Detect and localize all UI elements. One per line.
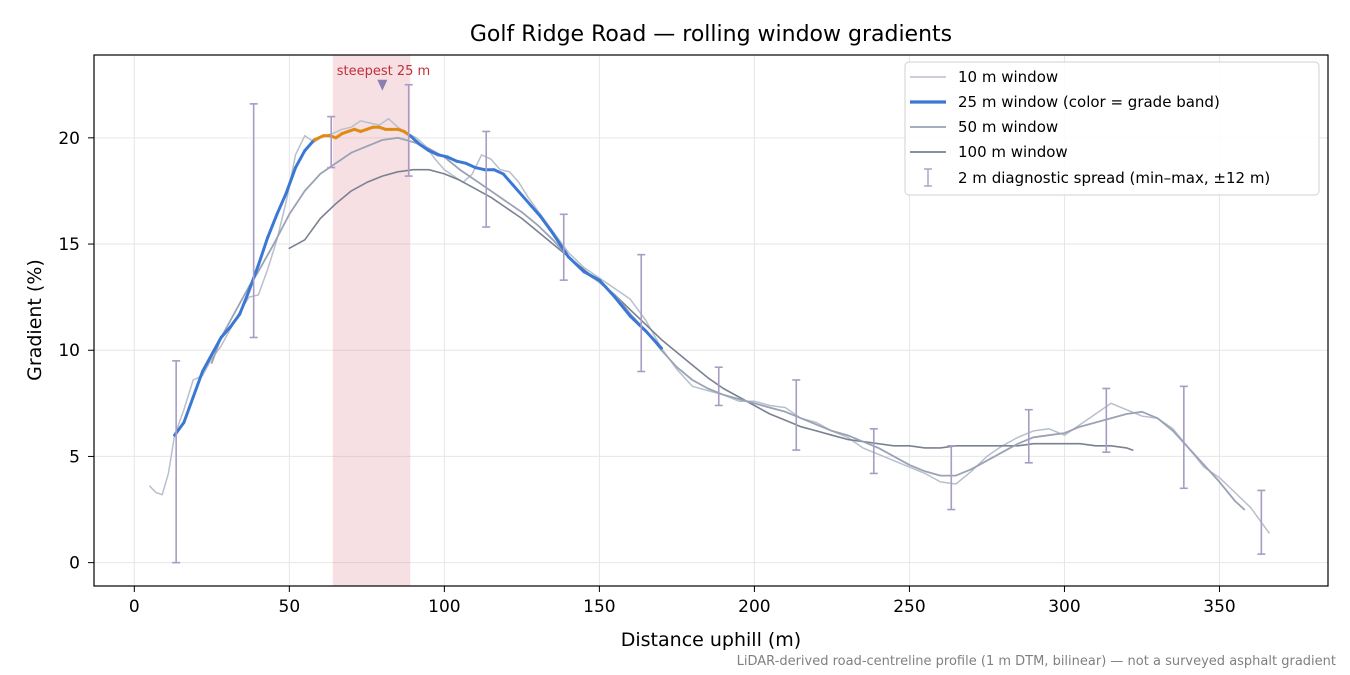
series-line-25m-segment <box>256 236 270 267</box>
y-tick-label: 10 <box>58 341 80 361</box>
y-tick-label: 15 <box>58 235 80 255</box>
error-bars <box>172 83 1266 564</box>
steepest-label: steepest 25 m <box>337 64 430 79</box>
error-bar <box>327 115 336 169</box>
error-bar <box>714 366 723 407</box>
series-line-25m-segment <box>644 329 663 350</box>
legend-label-10m: 10 m window <box>958 68 1058 86</box>
error-bar <box>1257 489 1266 555</box>
series-line-25m-segment <box>228 312 242 329</box>
legend-swatch-errorbar <box>924 168 932 187</box>
error-bar <box>404 83 413 177</box>
series-line-25m-segment <box>294 149 307 170</box>
steepest-highlight: steepest 25 m <box>332 55 430 586</box>
y-tick-label: 20 <box>58 129 80 149</box>
series-line-25m-segment <box>464 161 477 170</box>
error-bar <box>172 360 181 564</box>
series-line-25m-segment <box>427 149 440 157</box>
series-line-25m-segment <box>191 369 205 399</box>
series-line-25m-segment <box>511 183 524 197</box>
legend-label-100m: 100 m window <box>958 143 1068 161</box>
series-line-25m-segment <box>445 155 459 163</box>
plot-frame <box>93 54 1329 587</box>
series-line-25m-segment <box>566 255 586 274</box>
error-bar <box>947 445 956 511</box>
legend: 10 m window 25 m window (color = grade b… <box>904 61 1320 196</box>
series-line-25m-segment <box>492 168 505 176</box>
series-line-25m-segment <box>529 204 542 218</box>
x-tick-label: 250 <box>893 597 925 617</box>
error-bar <box>1102 387 1111 453</box>
series-line-25m-segment <box>303 138 316 153</box>
error-bar <box>637 253 646 373</box>
y-tick-label: 0 <box>69 554 80 574</box>
series-line-25m-segment <box>455 159 468 165</box>
legend-label-25m: 25 m window (color = grade band) <box>958 93 1220 111</box>
legend-label-50m: 50 m window <box>958 118 1058 136</box>
series-line-25m-segment <box>597 278 617 299</box>
x-tick-label: 0 <box>129 597 140 617</box>
error-bar <box>249 103 258 339</box>
series-line-25m-segment <box>275 191 288 216</box>
x-axis-label: Distance uphill (m) <box>621 629 801 651</box>
y-axis-label: Gradient (%) <box>24 259 46 381</box>
series-line-25m-segment <box>436 153 449 159</box>
series-line-25m-segment <box>538 214 555 235</box>
series-line-25m-segment <box>501 172 515 187</box>
series-line-25m-segment <box>551 231 570 259</box>
series-line-25m-segment <box>210 335 223 356</box>
x-tick-label: 100 <box>428 597 460 617</box>
error-bar <box>869 428 878 475</box>
series-line-25m-segment <box>219 325 232 339</box>
x-tick-label: 200 <box>738 597 770 617</box>
series-line-50-m <box>210 136 1246 511</box>
error-bar <box>1024 408 1033 464</box>
series-line-25m-segment <box>628 314 648 333</box>
legend-box <box>904 61 1320 196</box>
series-line-25m-segment <box>613 295 632 318</box>
x-tick-label: 350 <box>1203 597 1235 617</box>
steepest-marker <box>377 79 388 91</box>
series-line-100-m <box>288 168 1134 451</box>
series-line-25m-segment <box>408 134 422 146</box>
series-line-25m-segment <box>418 142 431 153</box>
x-tick-label: 50 <box>279 597 301 617</box>
series-line-25m-segment <box>582 270 601 282</box>
x-tick-label: 300 <box>1048 597 1080 617</box>
series-line-25m-segment <box>284 166 298 195</box>
axis-ticks: 0 50 100 150 200 250 300 350 0 5 10 15 20 <box>58 129 1235 617</box>
footnote: LiDAR-derived road-centreline profile (1… <box>737 654 1336 669</box>
error-bar <box>1179 385 1188 490</box>
x-tick-label: 150 <box>583 597 615 617</box>
series-line-25m-segment <box>520 193 533 208</box>
series-line-25m-segment <box>312 134 325 142</box>
series-line-25m-segment <box>473 166 487 172</box>
y-tick-label: 5 <box>69 447 80 467</box>
error-bar <box>482 130 491 228</box>
series-line-25m-segment <box>266 212 279 240</box>
series-line-25m-segment <box>201 352 214 373</box>
series-line-25m-segment <box>238 289 251 316</box>
steepest-band <box>332 55 411 586</box>
series-line-25m-segment <box>182 395 195 424</box>
chart-title: Golf Ridge Road — rolling window gradien… <box>470 22 952 47</box>
error-bar <box>792 379 801 451</box>
series-lines <box>149 117 1270 534</box>
error-bar <box>559 213 568 281</box>
legend-label-errorbar: 2 m diagnostic spread (min–max, ±12 m) <box>958 169 1270 187</box>
